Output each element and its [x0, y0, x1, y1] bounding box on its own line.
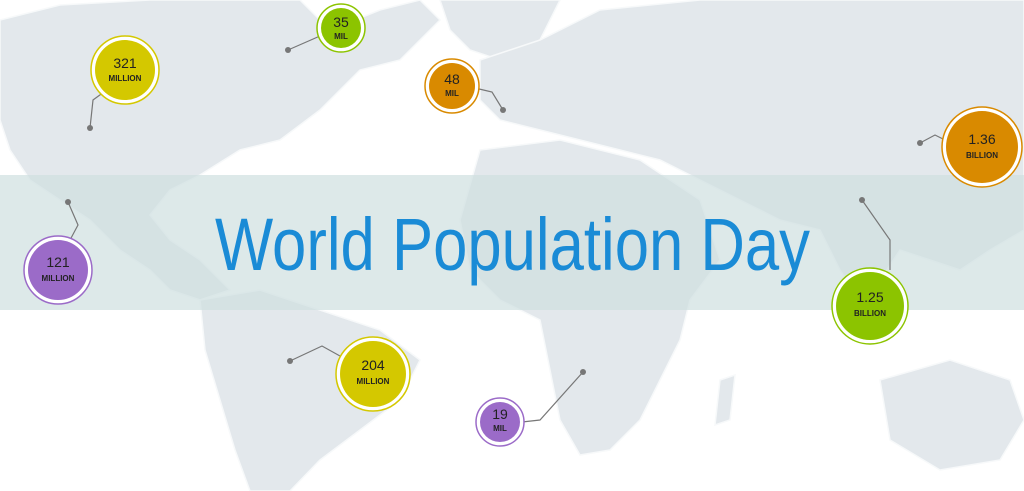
marker-circle — [946, 111, 1018, 183]
marker-china: 1.36 BILLION — [917, 106, 1023, 188]
leader-line — [521, 371, 584, 423]
marker-spain: 48 MIL — [424, 58, 506, 114]
marker-canada: 35 MIL — [285, 3, 366, 53]
marker-india: 1.25 BILLION — [831, 197, 909, 345]
marker-unit: MILLION — [357, 377, 390, 386]
marker-mexico: 121 MILLION — [23, 199, 93, 305]
oceania — [879, 359, 1024, 471]
leader-line — [474, 87, 504, 111]
location-dot — [500, 107, 506, 113]
marker-angola: 19 MIL — [475, 369, 586, 447]
madagascar — [714, 373, 736, 427]
marker-unit: MIL — [334, 32, 348, 41]
location-dot — [65, 199, 71, 205]
marker-circle — [321, 8, 361, 48]
marker-circle — [836, 272, 904, 340]
leader-line — [919, 134, 946, 144]
location-dot — [287, 358, 293, 364]
leader-line — [67, 201, 79, 241]
marker-circle — [340, 341, 406, 407]
leader-line — [861, 199, 891, 270]
marker-usa: 321 MILLION — [87, 35, 160, 131]
marker-unit: MIL — [493, 424, 507, 433]
marker-value: 121 — [46, 254, 70, 270]
marker-value: 321 — [113, 55, 137, 71]
marker-value: 204 — [361, 357, 385, 373]
marker-value: 1.36 — [968, 131, 995, 147]
marker-circle — [429, 63, 475, 109]
marker-unit: BILLION — [966, 151, 998, 160]
title: World Population Day — [215, 203, 810, 286]
marker-value: 1.25 — [856, 289, 883, 305]
location-dot — [285, 47, 291, 53]
marker-circle — [480, 402, 520, 442]
population-markers: 321 MILLION 35 MIL 48 MIL 1.36 BILLION — [23, 3, 1023, 447]
marker-unit: MILLION — [42, 274, 75, 283]
marker-value: 48 — [444, 71, 460, 87]
marker-unit: MIL — [445, 89, 459, 98]
location-dot — [917, 140, 923, 146]
marker-unit: MILLION — [109, 74, 142, 83]
marker-brazil: 204 MILLION — [287, 336, 411, 412]
location-dot — [580, 369, 586, 375]
location-dot — [87, 125, 93, 131]
leader-line — [289, 345, 341, 362]
marker-value: 35 — [333, 14, 349, 30]
leader-line — [287, 35, 321, 51]
location-dot — [859, 197, 865, 203]
marker-circle — [95, 40, 155, 100]
marker-unit: BILLION — [854, 309, 886, 318]
leader-line — [89, 91, 105, 129]
marker-circle — [28, 240, 88, 300]
marker-value: 19 — [492, 406, 508, 422]
